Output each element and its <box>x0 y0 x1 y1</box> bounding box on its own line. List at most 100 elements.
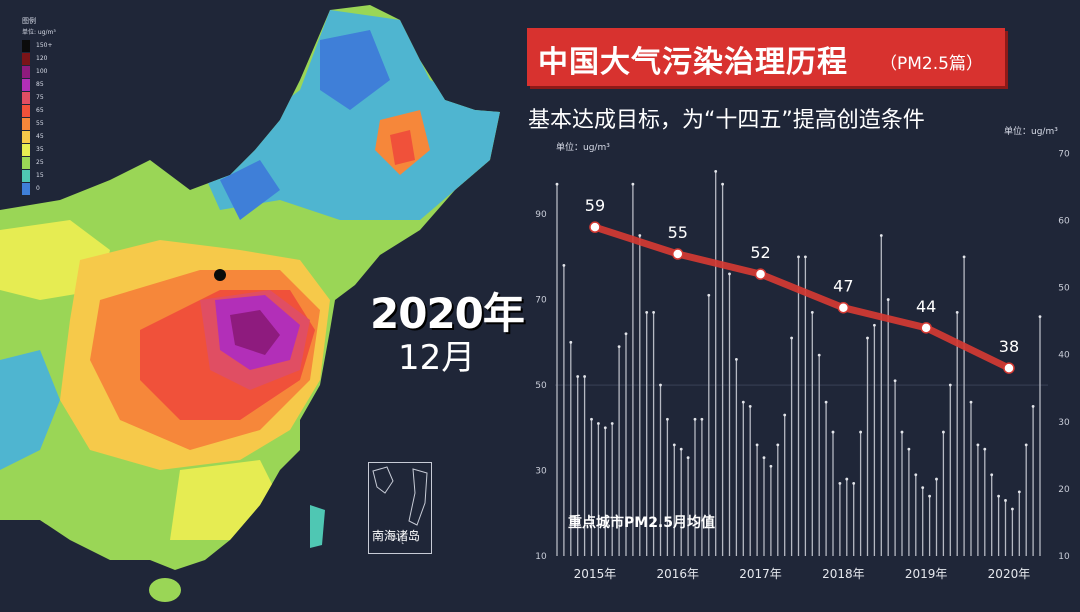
bar-cap <box>769 464 773 468</box>
pm25-map-panel <box>0 0 520 608</box>
bar-cap <box>817 353 821 357</box>
bar-cap <box>1024 443 1028 447</box>
bar-cap <box>990 473 994 477</box>
legend-item: 100 <box>22 65 56 78</box>
bar-cap <box>962 255 966 259</box>
bar-cap <box>666 417 669 421</box>
annual-point <box>1003 362 1015 374</box>
bar-cap <box>576 375 580 378</box>
legend-label: 55 <box>36 120 44 127</box>
bar-cap <box>728 272 731 276</box>
legend-unit: 单位: ug/m³ <box>22 29 56 36</box>
legend-label: 35 <box>36 146 44 153</box>
bar-cap <box>810 311 814 314</box>
legend-label: 120 <box>36 55 48 62</box>
bar-cap <box>838 481 842 485</box>
right-axis-tick: 50 <box>1058 284 1070 294</box>
bar-cap <box>659 383 662 387</box>
series-label: 重点城市PM2.5月均值 <box>568 515 715 531</box>
bar-cap <box>928 494 931 498</box>
legend-swatch <box>22 130 30 143</box>
bar-cap <box>652 311 655 314</box>
bar-cap <box>1038 315 1042 319</box>
bar-cap <box>831 430 835 434</box>
bar-cap <box>638 234 642 237</box>
bar-cap <box>879 234 883 237</box>
legend-item: 15 <box>22 169 56 182</box>
legend-label: 100 <box>36 68 48 75</box>
bar-cap <box>824 400 828 404</box>
bar-cap <box>804 255 807 259</box>
legend-swatch <box>22 39 30 52</box>
bar-cap <box>783 413 787 417</box>
bar-cap <box>700 417 704 421</box>
bar-cap <box>997 494 1000 498</box>
bar-cap <box>721 182 724 186</box>
legend-swatch <box>22 91 30 104</box>
bar-cap <box>603 426 607 430</box>
bar-cap <box>1031 405 1035 408</box>
x-axis-tick: 2017年 <box>739 567 782 581</box>
bar-cap <box>672 443 676 447</box>
bar-cap <box>686 456 690 460</box>
chart-title-suffix: （PM2.5篇） <box>880 54 983 74</box>
bar-cap <box>741 400 745 404</box>
annual-value-label: 38 <box>999 337 1019 356</box>
bar-cap <box>976 443 980 447</box>
annual-value-label: 44 <box>916 297 936 316</box>
bar-cap <box>859 430 862 434</box>
legend-item: 150+ <box>22 39 56 52</box>
annual-point <box>672 248 684 260</box>
bar-cap <box>755 443 759 447</box>
legend-swatch <box>22 169 30 182</box>
bar-cap <box>555 182 559 186</box>
bar-cap <box>1017 490 1021 494</box>
legend-label: 0 <box>36 185 40 192</box>
bar-cap <box>886 298 890 301</box>
left-axis-unit: 单位：ug/m³ <box>556 143 610 153</box>
chart-subtitle: 基本达成目标，为“十四五”提高创造条件 <box>528 108 925 133</box>
legend-label: 65 <box>36 107 44 114</box>
left-axis-tick: 70 <box>535 296 547 306</box>
right-axis-tick: 70 <box>1058 149 1070 159</box>
bar-cap <box>597 422 600 425</box>
bar-cap <box>935 477 938 481</box>
south-sea-islands-label: 南海诸岛 <box>372 529 421 543</box>
x-axis-tick: 2018年 <box>822 567 865 581</box>
bar-cap <box>714 169 718 173</box>
bar-cap <box>983 447 987 451</box>
pm25-map <box>0 5 500 602</box>
x-axis-tick: 2020年 <box>988 567 1031 581</box>
legend-label: 45 <box>36 133 44 140</box>
legend-item: 0 <box>22 182 56 195</box>
chart-title: 中国大气污染治理历程 <box>538 45 848 80</box>
bar-cap <box>762 456 766 460</box>
right-axis-unit: 单位：ug/m³ <box>1004 127 1058 137</box>
bar-cap <box>845 477 849 481</box>
annual-value-label: 47 <box>833 277 853 296</box>
legend-swatch <box>22 78 30 91</box>
bar-cap <box>852 481 856 485</box>
bar-cap <box>645 311 649 314</box>
annual-point <box>589 221 601 233</box>
annual-value-label: 59 <box>585 196 605 215</box>
map-month-label: 12月 <box>398 338 476 378</box>
bar-cap <box>955 311 959 314</box>
left-axis-tick: 10 <box>535 552 547 562</box>
legend-item: 45 <box>22 130 56 143</box>
bar-cap <box>610 422 614 425</box>
legend-item: 25 <box>22 156 56 169</box>
bar-cap <box>624 332 628 336</box>
bar-cap <box>1004 499 1007 502</box>
south-sea-islands-inset <box>368 462 432 554</box>
right-axis-tick: 30 <box>1058 418 1070 428</box>
legend-swatch <box>22 52 30 65</box>
x-axis-tick: 2019年 <box>905 567 948 581</box>
bar-cap <box>942 430 945 434</box>
right-axis-tick: 40 <box>1058 351 1070 361</box>
bar-cap <box>921 486 925 490</box>
bar-cap <box>914 473 918 477</box>
bar-cap <box>790 336 793 340</box>
bar-cap <box>969 400 973 404</box>
